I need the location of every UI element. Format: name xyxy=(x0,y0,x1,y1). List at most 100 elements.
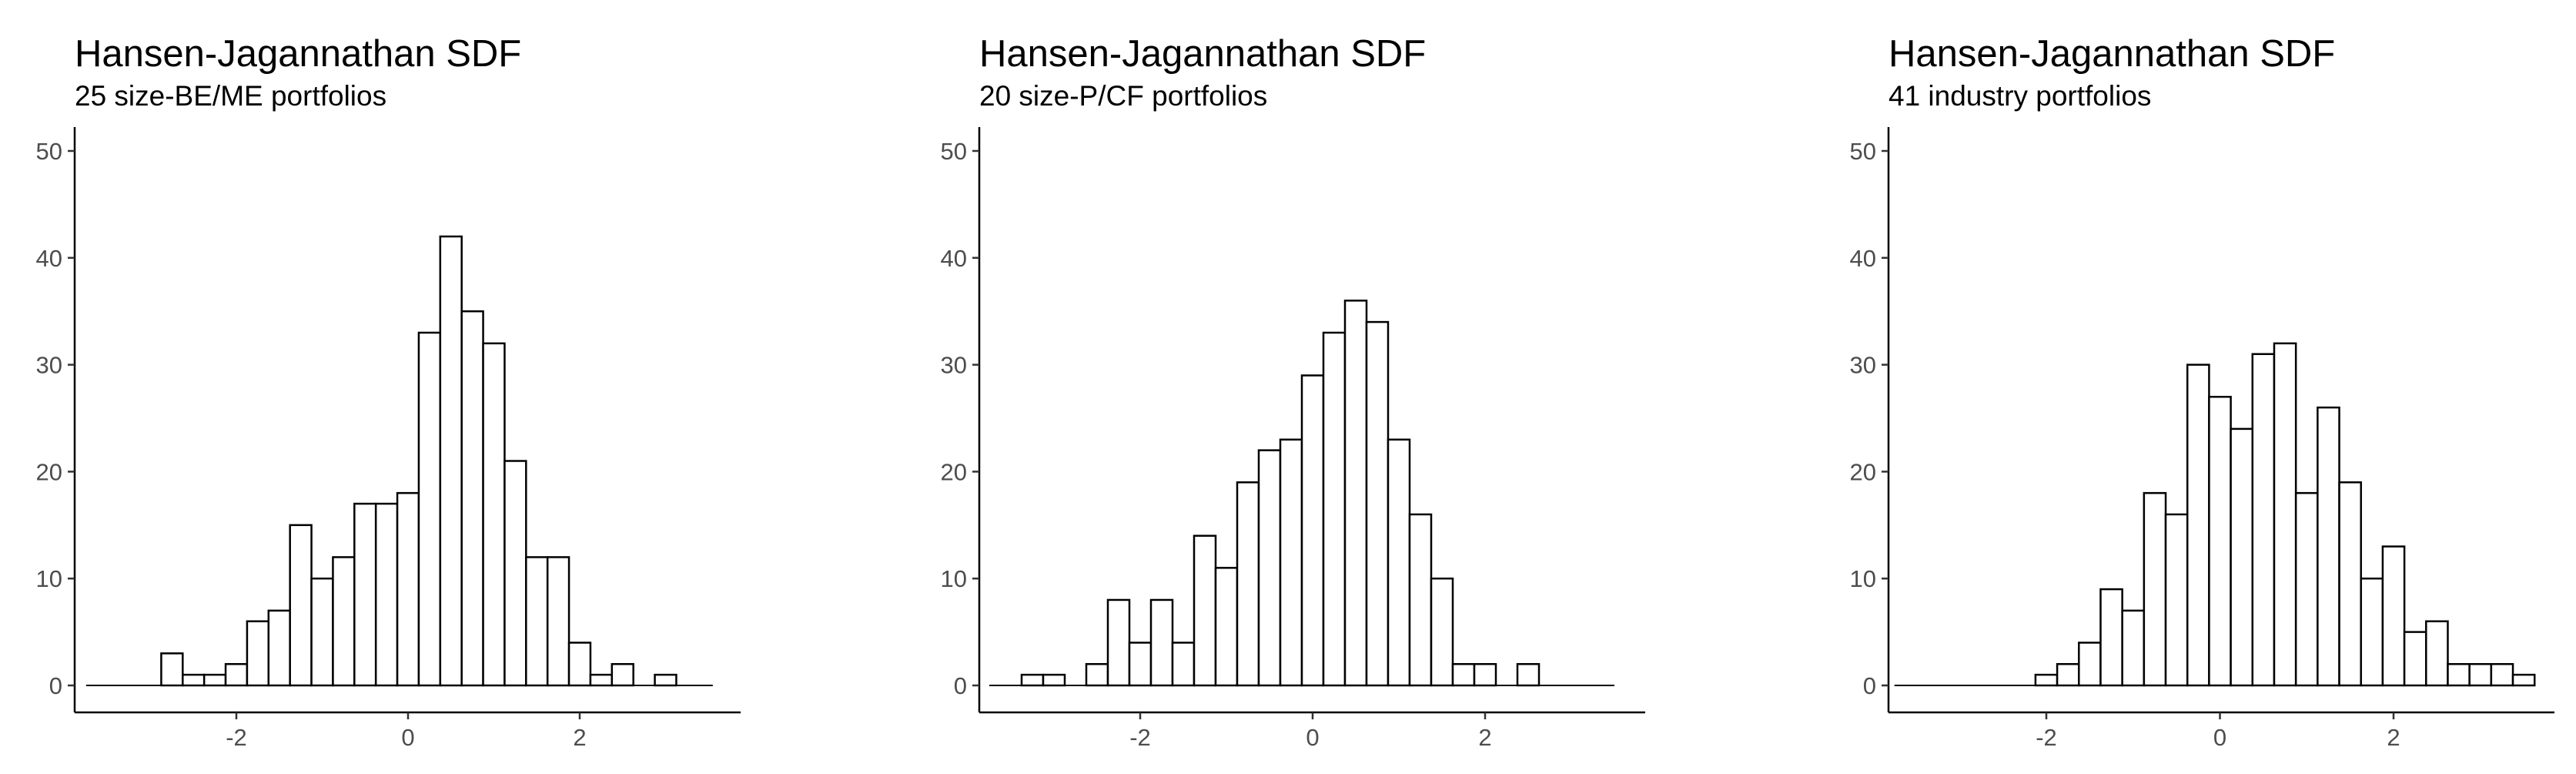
histogram-bar xyxy=(2034,673,2059,687)
histogram-panel-2: 0 10 20 30 40 50 -2 0 2 Hansen-Jagannathan SDF 2… xyxy=(858,0,1717,774)
histogram-bar xyxy=(2230,427,2254,687)
x-tick-label: 2 xyxy=(2387,724,2400,751)
y-tick-label: 30 xyxy=(941,352,967,379)
chart-subtitle: 25 size-BE/ME portfolios xyxy=(75,80,387,112)
chart-title: Hansen-Jagannathan SDF xyxy=(979,33,1427,75)
histogram-bar xyxy=(1516,662,1541,687)
histogram-bar xyxy=(439,235,463,687)
histogram-bar xyxy=(1430,577,1454,687)
histogram-bar xyxy=(1300,374,1325,687)
histogram-bar xyxy=(1473,662,1497,687)
histogram-bar xyxy=(1257,449,1282,687)
y-tick-label: 40 xyxy=(36,245,62,272)
histogram-bar xyxy=(2511,673,2536,687)
x-tick-label: 0 xyxy=(2213,724,2226,751)
histogram-bar xyxy=(2468,662,2493,687)
y-tick-label: 20 xyxy=(1850,458,1876,485)
y-tick-label: 0 xyxy=(954,672,967,699)
histogram-panel-1: 0 10 20 30 40 50 -2 0 2 Hansen-Jagannathan SDF 2… xyxy=(0,0,858,774)
histogram-bar xyxy=(482,342,506,687)
histogram-bar xyxy=(2425,620,2449,687)
histogram-bar xyxy=(654,673,677,687)
y-tick-label: 0 xyxy=(49,672,62,699)
histogram-bar xyxy=(1106,598,1131,687)
histogram-bar xyxy=(611,662,634,687)
histogram-bar xyxy=(525,556,549,687)
y-tick-label: 40 xyxy=(1850,245,1876,272)
y-tick-label: 40 xyxy=(941,245,967,272)
chart-subtitle: 20 size-P/CF portfolios xyxy=(979,80,1268,112)
histogram-bar xyxy=(1451,662,1476,687)
y-tick-label: 50 xyxy=(941,138,967,165)
histogram-bar xyxy=(396,491,420,687)
y-tick-label: 30 xyxy=(36,352,62,379)
histogram-bar xyxy=(2403,631,2427,687)
x-tick-label: 2 xyxy=(573,724,586,751)
histogram-bar xyxy=(2447,662,2471,687)
histogram-plot-1: 0 10 20 30 40 50 -2 0 2 xyxy=(36,127,741,751)
histogram-bars xyxy=(160,235,677,687)
histogram-bar xyxy=(1408,513,1433,687)
y-tick-label: 20 xyxy=(941,458,967,485)
histogram-bar xyxy=(1365,320,1390,687)
histogram-bar xyxy=(1279,438,1303,687)
y-tick-label: 30 xyxy=(1850,352,1876,379)
histogram-bar xyxy=(246,620,270,687)
y-tick-label: 10 xyxy=(1850,565,1876,592)
histogram-bar xyxy=(1149,598,1174,687)
histogram-bar xyxy=(2208,395,2232,687)
histogram-bar xyxy=(2273,342,2297,687)
histogram-bar xyxy=(2294,491,2319,687)
histogram-bar xyxy=(546,556,570,687)
chart-title: Hansen-Jagannathan SDF xyxy=(1889,33,2336,75)
histogram-bar xyxy=(567,642,592,687)
histogram-bar xyxy=(2121,609,2146,687)
histogram-bar xyxy=(1236,481,1260,687)
histogram-bar xyxy=(2099,588,2123,687)
histogram-bar xyxy=(2490,662,2514,687)
histogram-bar xyxy=(2186,364,2210,687)
histogram-bar xyxy=(1322,331,1347,687)
x-tick-label: -2 xyxy=(2036,724,2057,751)
x-tick-label: 2 xyxy=(1478,724,1491,751)
x-tick-label: 0 xyxy=(401,724,414,751)
y-tick-label: 10 xyxy=(941,565,967,592)
histogram-bar xyxy=(182,673,206,687)
histogram-bar xyxy=(1343,300,1368,687)
histogram-bar xyxy=(2360,577,2384,687)
histogram-bar xyxy=(1171,642,1196,687)
x-tick-label: -2 xyxy=(1129,724,1151,751)
histogram-bar xyxy=(160,652,184,687)
histogram-panel-3: 0 10 20 30 40 50 -2 0 2 Hansen-Jagannathan SDF 4… xyxy=(1717,0,2576,774)
y-tick-label: 50 xyxy=(1850,138,1876,165)
histogram-plot-3: 0 10 20 30 40 50 -2 0 2 xyxy=(1850,127,2554,751)
histogram-bar xyxy=(503,460,527,687)
y-tick-label: 20 xyxy=(36,458,62,485)
histogram-bar xyxy=(1128,642,1153,687)
histogram-bar xyxy=(589,673,614,687)
histogram-bar xyxy=(267,609,291,687)
histogram-bar xyxy=(417,331,442,687)
histogram-bar xyxy=(460,310,484,687)
histogram-bar xyxy=(2251,353,2276,687)
y-tick-label: 10 xyxy=(36,565,62,592)
histogram-bar xyxy=(1193,534,1217,687)
chart-title: Hansen-Jagannathan SDF xyxy=(75,33,522,75)
x-tick-label: 0 xyxy=(1306,724,1319,751)
histogram-bars xyxy=(2034,342,2536,687)
histogram-bar xyxy=(310,577,334,687)
histogram-bar xyxy=(1020,673,1045,687)
histogram-bar xyxy=(289,524,313,687)
histogram-bar xyxy=(332,556,356,687)
histogram-bar xyxy=(224,662,249,687)
histogram-bar xyxy=(2056,662,2080,687)
histogram-bar xyxy=(2164,513,2189,687)
histogram-bar xyxy=(2143,491,2167,687)
x-tick-label: -2 xyxy=(226,724,247,751)
histogram-bar xyxy=(2381,545,2406,687)
histogram-plot-2: 0 10 20 30 40 50 -2 0 2 xyxy=(941,127,1645,751)
chart-subtitle: 41 industry portfolios xyxy=(1889,80,2152,112)
histogram-bar xyxy=(2317,406,2340,687)
y-tick-label: 0 xyxy=(1863,672,1876,699)
histogram-bar xyxy=(1085,662,1109,687)
